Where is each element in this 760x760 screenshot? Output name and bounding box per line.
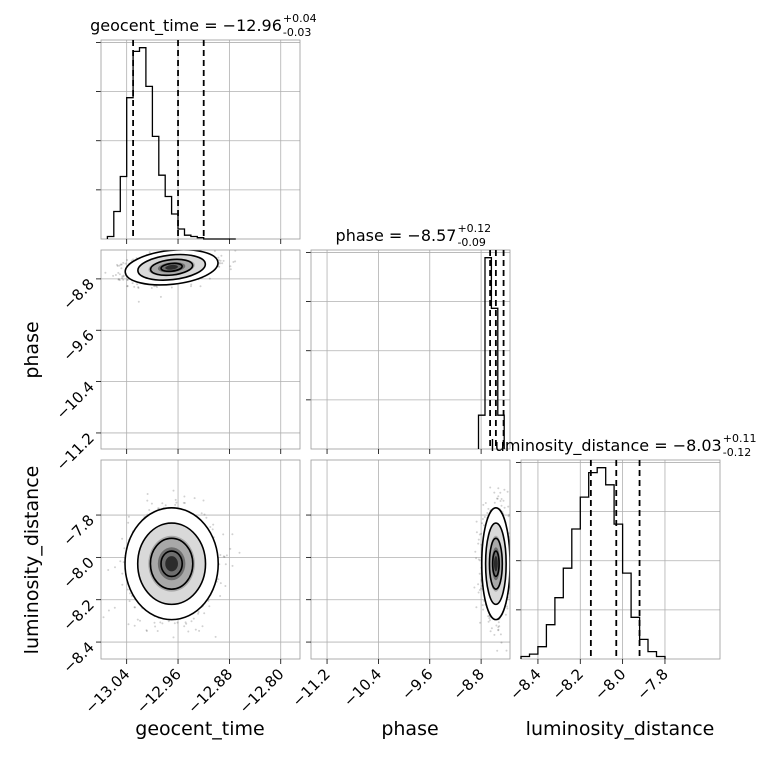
histogram-step <box>477 257 505 449</box>
title-luminosity_distance: luminosity_distance = −8.03 +0.11-0.12 <box>490 432 756 459</box>
title-phase: phase = −8.57 +0.12-0.09 <box>336 222 492 249</box>
contour-line <box>160 262 183 273</box>
contour-line <box>484 522 507 606</box>
title-geocent_time: geocent_time = −12.96 +0.04-0.03 <box>90 12 317 39</box>
scatter-panel-geocent_time-phase: −11.2 −10.4 −9.6 −8.8 <box>53 249 301 474</box>
title-lower-error: -0.12 <box>723 446 751 459</box>
histogram-step <box>520 467 666 659</box>
scatter-panel-geocent_time-luminosity_distance: −13.04 −12.96 −12.88 −12.80 −8.4 −8.2 −8.0 −7.8 <box>59 459 301 717</box>
scatter-panel-phase-luminosity_distance: −11.2 −10.4 −9.6 −8.8 <box>289 459 511 710</box>
x-tick-label: −8.2 <box>549 665 587 703</box>
x-tick-label: −13.04 <box>82 665 134 717</box>
histogram-step <box>106 47 236 240</box>
axes-frame <box>100 249 301 450</box>
density-level <box>493 556 498 572</box>
axes-frame <box>520 459 721 660</box>
histogram-panel-luminosity_distance: −8.4 −8.2 −8.0 −7.8 <box>506 459 721 704</box>
panel-content <box>104 250 237 303</box>
density-level <box>165 264 178 270</box>
contour-line <box>124 507 220 621</box>
x-tick-label: −10.4 <box>340 665 385 710</box>
density-level <box>165 556 178 572</box>
x-tick-label: −11.2 <box>289 665 334 710</box>
title-lower-error: -0.03 <box>283 26 311 39</box>
panel-title: phase = −8.57 <box>336 226 457 245</box>
x-tick-label: −8.0 <box>591 665 629 703</box>
y-tick-label: −8.4 <box>59 638 97 676</box>
histogram-panel-phase <box>306 249 511 454</box>
contour-line <box>137 253 207 281</box>
contour-line <box>149 537 194 590</box>
contour-line <box>491 550 500 578</box>
x-tick-label: −7.8 <box>633 665 671 703</box>
axes-frame <box>100 39 301 240</box>
axes-frame <box>310 459 511 660</box>
x-tick-label: −8.4 <box>506 665 544 703</box>
contour-line <box>160 550 184 578</box>
title-lower-error: -0.09 <box>457 236 485 249</box>
y-tick-label: −8.0 <box>59 553 97 591</box>
title-upper-error: +0.04 <box>283 12 317 25</box>
y-tick-label: −10.4 <box>53 378 98 423</box>
y-axis-label: luminosity_distance <box>21 466 43 655</box>
x-tick-label: −8.8 <box>449 665 487 703</box>
histogram-panel-geocent_time <box>96 39 301 244</box>
axes-frame <box>100 459 301 660</box>
panel-content <box>473 486 510 652</box>
panel-content <box>102 489 241 639</box>
title-upper-error: +0.11 <box>723 432 757 445</box>
y-tick-label: −9.6 <box>59 326 97 364</box>
axes-frame <box>310 249 511 450</box>
x-tick-label: −12.88 <box>184 665 236 717</box>
panel-title: luminosity_distance = −8.03 <box>490 436 721 456</box>
x-axis-label: geocent_time <box>135 718 264 740</box>
y-tick-label: −8.8 <box>59 275 97 313</box>
y-tick-label: −11.2 <box>53 429 98 474</box>
x-axis-label: phase <box>381 718 438 740</box>
x-tick-label: −12.96 <box>133 665 185 717</box>
x-tick-label: −9.6 <box>398 665 436 703</box>
title-upper-error: +0.12 <box>457 222 491 235</box>
x-tick-label: −12.80 <box>236 665 288 717</box>
panel-title: geocent_time = −12.96 <box>90 16 282 36</box>
contour-line <box>488 537 504 590</box>
x-axis-label: luminosity_distance <box>526 718 715 740</box>
contour-line <box>149 258 194 277</box>
y-tick-label: −8.2 <box>59 596 97 634</box>
contour-line <box>124 250 219 286</box>
y-axis-label: phase <box>21 321 43 378</box>
contour-line <box>136 522 207 606</box>
y-tick-label: −7.8 <box>59 511 97 549</box>
